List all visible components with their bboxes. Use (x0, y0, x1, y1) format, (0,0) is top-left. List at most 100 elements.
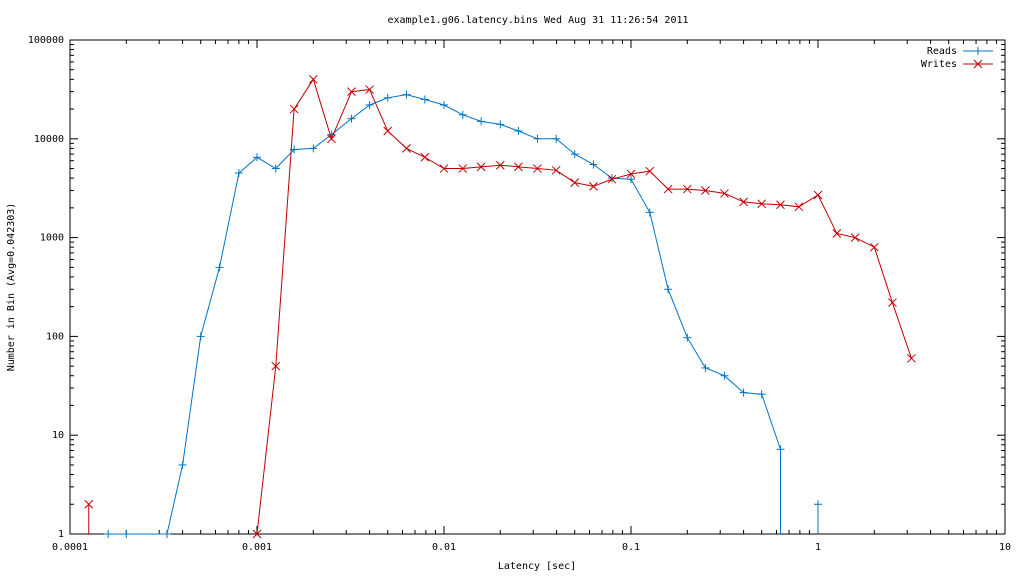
data-point-reads (104, 530, 113, 538)
data-point-reads (701, 363, 710, 372)
data-point-reads (720, 371, 729, 380)
x-tick-label: 0.001 (242, 542, 272, 553)
y-axis-label: Number in Bin (Avg=0.042303) (6, 203, 17, 372)
legend-label: Writes (921, 59, 957, 70)
series-line-reads (108, 94, 781, 535)
data-point-reads (589, 160, 598, 169)
series-layer (84, 74, 916, 539)
data-point-writes (420, 152, 430, 162)
data-point-reads (739, 388, 748, 397)
legend-marker (973, 59, 983, 69)
y-tick-label: 10000 (34, 134, 64, 145)
chart-title: example1.g06.latency.bins Wed Aug 31 11:… (387, 15, 688, 26)
data-point-reads (440, 100, 448, 109)
data-point-reads (365, 100, 374, 109)
y-axis: 1 10 100 1000 10000 100000 (28, 35, 1005, 540)
data-point-writes (663, 184, 673, 194)
y-tick-label: 1 (58, 529, 64, 540)
data-point-reads (552, 134, 561, 143)
isolated-point-writes (84, 499, 94, 509)
data-point-writes (365, 85, 374, 94)
data-point-writes (869, 242, 879, 252)
data-point-reads (477, 117, 486, 126)
legend-marker (974, 47, 982, 55)
series-line-writes (256, 78, 912, 535)
x-tick-label: 1 (815, 542, 821, 553)
x-tick-label: 10 (999, 542, 1011, 553)
data-point-writes (850, 233, 860, 242)
data-point-writes (458, 164, 468, 173)
data-point-writes (757, 199, 767, 209)
data-point-writes (682, 184, 692, 194)
data-point-reads (533, 134, 542, 143)
data-point-writes (907, 353, 916, 363)
data-point-reads (347, 114, 356, 123)
data-point-writes (794, 202, 804, 212)
x-tick-label: 0.0001 (52, 542, 88, 553)
data-point-writes (739, 197, 748, 207)
data-point-writes (720, 189, 729, 198)
legend-label: Reads (927, 46, 957, 57)
data-point-reads (776, 445, 785, 454)
data-point-reads (420, 95, 429, 104)
data-point-writes (570, 178, 580, 187)
data-point-reads (458, 110, 467, 119)
data-point-reads (383, 93, 392, 102)
x-tick-label: 0.01 (432, 542, 456, 553)
data-point-writes (551, 165, 561, 175)
plot-frame (69, 39, 1006, 535)
data-point-writes (289, 104, 299, 114)
data-point-reads (645, 208, 654, 217)
data-point-reads (664, 285, 673, 294)
x-axis: 0.0001 0.001 0.01 0.1 1 10 (52, 40, 1011, 553)
data-point-reads (178, 460, 187, 469)
data-point-reads (496, 120, 505, 129)
data-point-reads (309, 144, 318, 153)
data-point-writes (271, 361, 281, 371)
y-tick-label: 100 (46, 331, 64, 342)
data-point-writes (308, 74, 318, 84)
data-point-writes (813, 190, 823, 200)
data-point-writes (645, 166, 655, 176)
series-reads (104, 90, 822, 538)
data-point-reads (196, 332, 205, 341)
data-point-writes (347, 87, 356, 97)
data-point-reads (627, 175, 635, 184)
data-point-reads (570, 150, 579, 159)
data-point-reads (402, 90, 411, 99)
legend-item-reads: Reads (927, 46, 993, 57)
series-writes (84, 74, 916, 539)
data-point-writes (476, 162, 486, 172)
data-point-writes (607, 174, 617, 184)
data-point-writes (589, 182, 598, 191)
data-point-writes (402, 144, 411, 153)
data-point-reads (757, 390, 766, 399)
data-point-reads (271, 164, 280, 173)
isolated-point-reads (814, 500, 822, 509)
legend: Reads Writes (921, 46, 993, 70)
y-tick-label: 100000 (28, 35, 64, 46)
data-point-reads (683, 333, 692, 342)
data-point-writes (533, 164, 542, 173)
data-point-writes (888, 298, 897, 307)
y-tick-label: 1000 (40, 233, 64, 244)
data-point-reads (253, 153, 261, 162)
data-point-reads (162, 530, 171, 538)
data-point-writes (701, 186, 710, 195)
data-point-reads (514, 126, 523, 135)
legend-item-writes: Writes (921, 59, 993, 70)
data-point-writes (626, 169, 636, 179)
data-point-reads (215, 263, 224, 272)
data-point-writes (252, 529, 262, 539)
x-tick-label: 0.1 (622, 542, 640, 553)
data-point-writes (832, 229, 842, 238)
data-point-reads (122, 530, 131, 538)
data-point-writes (327, 134, 336, 144)
data-point-reads (234, 169, 243, 178)
x-axis-label: Latency [sec] (498, 561, 576, 572)
data-point-writes (495, 160, 505, 170)
data-point-writes (383, 126, 393, 136)
data-point-writes (439, 164, 449, 173)
data-point-writes (514, 162, 523, 172)
